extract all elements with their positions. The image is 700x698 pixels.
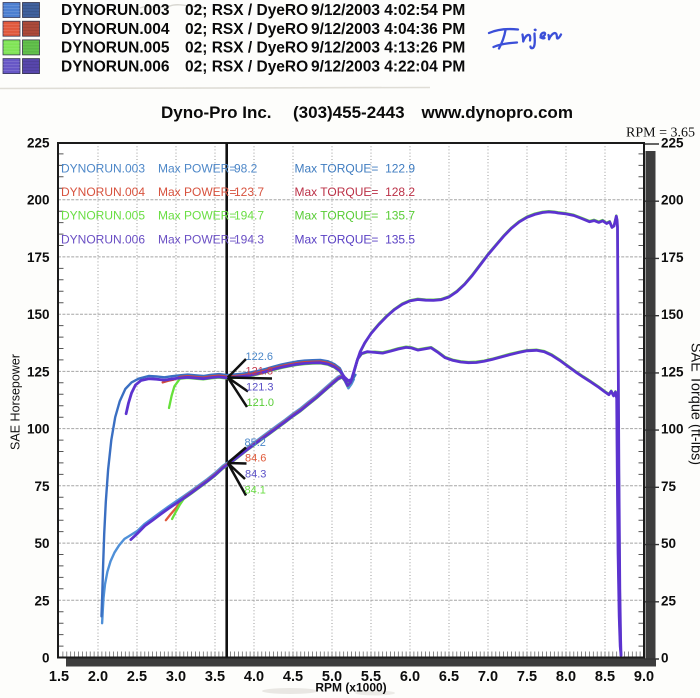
svg-text:www.dynopro.com: www.dynopro.com — [421, 103, 573, 122]
svg-text:9/12/2003 4:13:26 PM: 9/12/2003 4:13:26 PM — [311, 40, 465, 57]
svg-text:9.0: 9.0 — [634, 669, 654, 685]
svg-text:84.3: 84.3 — [245, 469, 266, 481]
svg-text:75: 75 — [661, 479, 677, 494]
svg-text:DYNORUN.006: DYNORUN.006 — [61, 232, 145, 246]
svg-text:02; RSX / DyeRO: 02; RSX / DyeRO — [185, 21, 308, 38]
svg-text:7.0: 7.0 — [478, 669, 498, 685]
svg-text:225: 225 — [27, 136, 50, 151]
svg-text:75: 75 — [34, 479, 50, 494]
svg-text:02; RSX / DyeRO: 02; RSX / DyeRO — [185, 2, 308, 19]
svg-text:DYNORUN.006: DYNORUN.006 — [61, 58, 170, 75]
svg-text:1.5: 1.5 — [49, 669, 69, 685]
svg-text:200: 200 — [27, 193, 50, 208]
svg-text:(303)455-2443: (303)455-2443 — [293, 103, 405, 122]
svg-text:50: 50 — [661, 536, 676, 551]
svg-text:125: 125 — [27, 364, 50, 379]
svg-text:0: 0 — [42, 651, 50, 666]
svg-text:Max POWER=: Max POWER= — [158, 185, 236, 199]
svg-text:RPM (x1000): RPM (x1000) — [315, 681, 386, 695]
svg-text:DYNORUN.003: DYNORUN.003 — [61, 162, 145, 176]
svg-text:7.5: 7.5 — [517, 669, 537, 685]
svg-text:84.6: 84.6 — [245, 453, 266, 465]
svg-text:Max POWER=: Max POWER= — [158, 232, 236, 246]
svg-text:4.5: 4.5 — [283, 669, 303, 685]
svg-text:Max TORQUE= 122.9: Max TORQUE= 122.9 — [295, 162, 416, 176]
svg-text:02; RSX / DyeRO: 02; RSX / DyeRO — [185, 40, 308, 57]
svg-text:8.5: 8.5 — [595, 669, 615, 685]
svg-text:DYNORUN.005: DYNORUN.005 — [61, 40, 170, 57]
svg-text:121.3: 121.3 — [246, 382, 274, 394]
svg-text:50: 50 — [34, 536, 49, 551]
svg-text:6.5: 6.5 — [439, 669, 459, 685]
svg-text:9/12/2003 4:04:36 PM: 9/12/2003 4:04:36 PM — [311, 21, 465, 38]
svg-text:02; RSX / DyeRO: 02; RSX / DyeRO — [185, 58, 308, 75]
svg-text:175: 175 — [27, 250, 50, 265]
svg-text:25: 25 — [34, 593, 50, 608]
svg-text:100: 100 — [661, 422, 684, 437]
svg-text:2.5: 2.5 — [127, 669, 147, 685]
svg-text:6.0: 6.0 — [400, 669, 420, 685]
svg-text:122.6: 122.6 — [246, 351, 274, 363]
svg-text:84.1: 84.1 — [245, 485, 266, 497]
svg-text:3.5: 3.5 — [205, 669, 225, 685]
svg-text:5.5: 5.5 — [361, 669, 381, 685]
svg-text:Max TORQUE= 135.7: Max TORQUE= 135.7 — [295, 209, 416, 223]
svg-text:9/12/2003 4:22:04 PM: 9/12/2003 4:22:04 PM — [311, 58, 465, 75]
svg-text:Max TORQUE= 135.5: Max TORQUE= 135.5 — [295, 232, 416, 246]
svg-text:4.0: 4.0 — [244, 669, 264, 685]
svg-text:125: 125 — [661, 364, 684, 379]
svg-text:9/12/2003 4:02:54 PM: 9/12/2003 4:02:54 PM — [311, 2, 465, 19]
svg-text:SAE Torque (ft-lbs): SAE Torque (ft-lbs) — [688, 343, 700, 465]
svg-text:98.2: 98.2 — [234, 162, 258, 176]
svg-text:Dyno-Pro Inc.: Dyno-Pro Inc. — [161, 103, 272, 122]
svg-text:RPM = 3.65: RPM = 3.65 — [626, 126, 695, 141]
svg-text:5.0: 5.0 — [322, 669, 342, 685]
svg-text:Max POWER=: Max POWER= — [158, 209, 236, 223]
svg-text:DYNORUN.004: DYNORUN.004 — [61, 185, 145, 199]
svg-text:Max POWER=: Max POWER= — [158, 162, 236, 176]
svg-text:SAE Horsepower: SAE Horsepower — [9, 354, 23, 450]
svg-text:150: 150 — [27, 307, 50, 322]
svg-text:8.0: 8.0 — [556, 669, 576, 685]
svg-text:85.2: 85.2 — [245, 437, 266, 449]
svg-text:0: 0 — [661, 651, 669, 666]
svg-text:DYNORUN.004: DYNORUN.004 — [61, 21, 170, 38]
svg-text:194.3: 194.3 — [234, 232, 264, 246]
svg-text:150: 150 — [661, 307, 684, 322]
svg-text:175: 175 — [661, 250, 684, 265]
svg-text:123.7: 123.7 — [234, 185, 264, 199]
svg-text:121.0: 121.0 — [247, 397, 275, 409]
svg-text:2.0: 2.0 — [88, 669, 108, 685]
svg-text:DYNORUN.003: DYNORUN.003 — [61, 2, 170, 19]
svg-text:3.0: 3.0 — [166, 669, 186, 685]
svg-text:225: 225 — [661, 136, 684, 151]
svg-text:100: 100 — [27, 422, 50, 437]
svg-text:194.7: 194.7 — [234, 209, 264, 223]
svg-text:25: 25 — [661, 593, 677, 608]
svg-text:121.8: 121.8 — [246, 366, 274, 378]
svg-text:200: 200 — [661, 193, 684, 208]
svg-text:Max TORQUE= 128.2: Max TORQUE= 128.2 — [295, 185, 416, 199]
svg-text:DYNORUN.005: DYNORUN.005 — [61, 209, 145, 223]
